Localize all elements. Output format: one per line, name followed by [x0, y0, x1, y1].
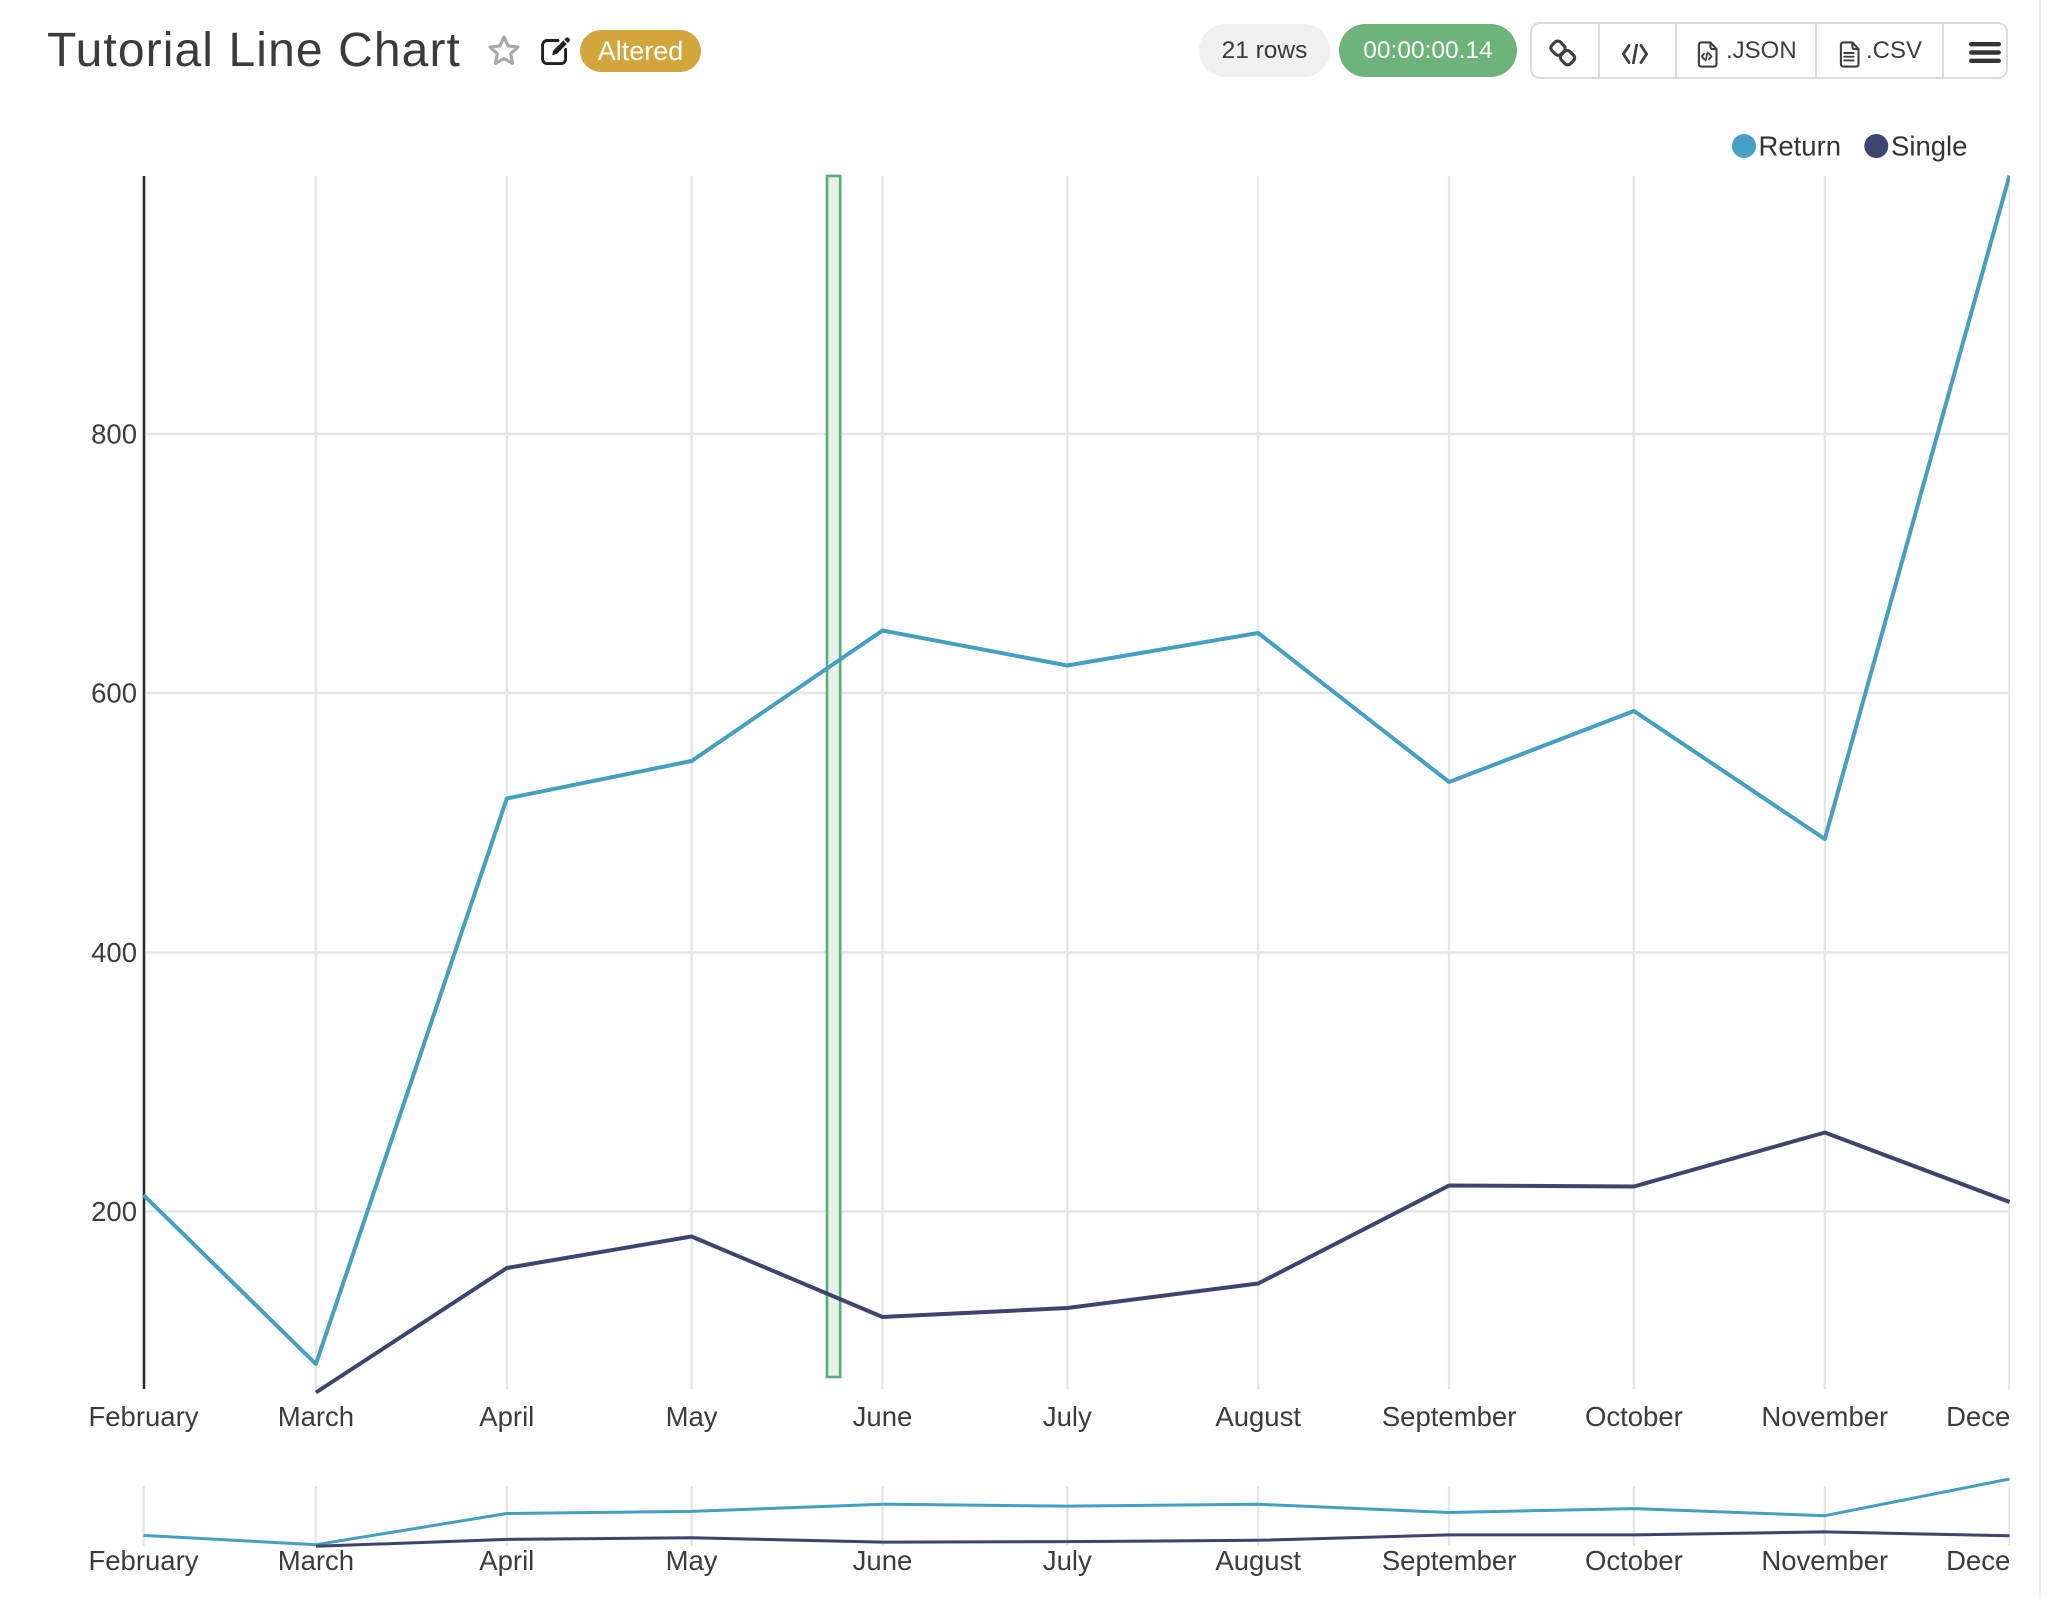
- svg-text:December: December: [1946, 1401, 2010, 1432]
- svg-text:July: July: [1043, 1401, 1092, 1432]
- svg-text:August: August: [1215, 1401, 1301, 1432]
- svg-text:March: March: [278, 1545, 354, 1576]
- svg-text:May: May: [666, 1545, 718, 1576]
- svg-text:600: 600: [91, 678, 137, 709]
- svg-text:July: July: [1043, 1545, 1092, 1576]
- svg-text:Return: Return: [1759, 131, 1842, 162]
- svg-text:March: March: [278, 1401, 354, 1432]
- svg-text:December: December: [1946, 1545, 2010, 1576]
- svg-text:September: September: [1382, 1401, 1517, 1432]
- svg-text:September: September: [1382, 1545, 1517, 1576]
- svg-text:April: April: [479, 1401, 534, 1432]
- svg-text:Single: Single: [1891, 131, 1967, 162]
- svg-text:October: October: [1585, 1401, 1683, 1432]
- svg-text:November: November: [1761, 1401, 1888, 1432]
- svg-text:February: February: [88, 1545, 198, 1576]
- svg-text:800: 800: [91, 419, 137, 450]
- svg-text:November: November: [1761, 1545, 1888, 1576]
- svg-text:February: February: [88, 1401, 198, 1432]
- svg-text:May: May: [666, 1401, 718, 1432]
- svg-text:August: August: [1215, 1545, 1301, 1576]
- svg-text:June: June: [853, 1545, 913, 1576]
- svg-text:April: April: [479, 1545, 534, 1576]
- svg-text:June: June: [853, 1401, 913, 1432]
- svg-text:200: 200: [91, 1196, 137, 1227]
- svg-text:400: 400: [91, 937, 137, 968]
- svg-text:October: October: [1585, 1545, 1683, 1576]
